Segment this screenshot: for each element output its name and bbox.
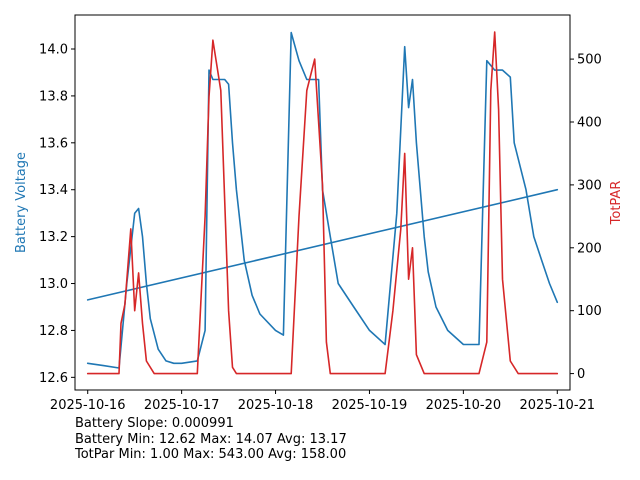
left-y-tick-label-7: 14.0 <box>39 43 68 58</box>
right-y-axis: 0 100 200 300 400 500 <box>570 53 602 382</box>
totpar-stats-text: TotPar Min: 1.00 Max: 543.00 Avg: 158.00 <box>75 447 347 462</box>
x-tick-label-2: 2025-10-18 <box>238 398 314 413</box>
left-y-tick-label-2: 13.0 <box>39 277 68 292</box>
left-y-tick-label-5: 13.6 <box>39 136 68 151</box>
series-line-2 <box>86 31 559 375</box>
x-tick-label-0: 2025-10-16 <box>50 398 126 413</box>
x-axis: 2025-10-16 2025-10-17 2025-10-18 2025-10-19… <box>50 390 595 413</box>
battery-stats-text: Battery Min: 12.62 Max: 14.07 Avg: 13.17 <box>75 431 347 447</box>
left-y-axis: 12.6 12.8 13.0 13.2 13.4 13.6 13.8 14.0 <box>39 43 75 386</box>
right-y-tick-label-5: 500 <box>577 53 602 68</box>
left-y-tick-label-0: 12.6 <box>39 371 68 386</box>
x-tick-label-3: 2025-10-19 <box>332 398 408 413</box>
battery-slope-text: Battery Slope: 0.000991 <box>75 416 234 431</box>
series-layer <box>86 31 559 375</box>
left-y-tick-label-6: 13.8 <box>39 89 68 104</box>
right-y-tick-label-1: 100 <box>577 304 602 319</box>
right-axis-label: TotPAR <box>609 181 624 226</box>
right-y-tick-label-2: 200 <box>577 241 602 256</box>
left-y-tick-label-1: 12.8 <box>39 324 68 339</box>
right-y-tick-label-0: 0 <box>577 367 585 382</box>
right-y-tick-label-3: 300 <box>577 178 602 193</box>
series-line-1 <box>86 188 559 301</box>
left-axis-label: Battery Voltage <box>14 152 29 253</box>
stats-block: Battery Slope: 0.000991 Battery Min: 12.… <box>75 416 347 463</box>
right-y-tick-label-4: 400 <box>577 115 602 130</box>
plot-frame <box>74 14 571 391</box>
left-y-tick-label-3: 13.2 <box>39 230 68 245</box>
x-tick-label-5: 2025-10-21 <box>520 398 596 413</box>
x-tick-label-4: 2025-10-20 <box>426 398 502 413</box>
left-y-tick-label-4: 13.4 <box>39 183 68 198</box>
x-tick-label-1: 2025-10-17 <box>144 398 220 413</box>
